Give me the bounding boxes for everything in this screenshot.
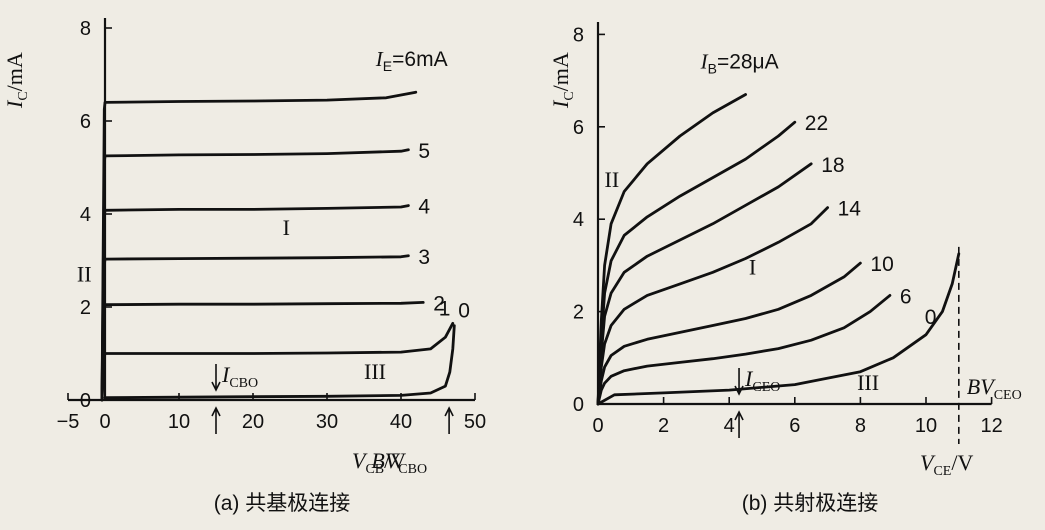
region-label-III: III	[857, 370, 879, 395]
x-tick-label: 10	[168, 411, 190, 433]
y-tick-label: 2	[573, 302, 584, 324]
x-tick-label: 12	[980, 415, 1002, 437]
x-tick-label: 30	[316, 411, 338, 433]
series-label: 22	[805, 112, 828, 135]
series-label: 2	[433, 292, 445, 315]
series-label: 3	[418, 246, 430, 269]
x-tick-label: 10	[915, 415, 937, 437]
x-tick-label: 50	[464, 411, 486, 433]
series-curve-4	[596, 261, 862, 406]
series-label: 10	[870, 253, 893, 276]
x-tick-label: −5	[57, 411, 80, 433]
series-curve-0	[100, 90, 418, 402]
series-curve-6	[596, 252, 961, 406]
x-tick-label: 20	[242, 411, 264, 433]
y-tick-label: 0	[573, 394, 584, 416]
series-curve-1	[596, 120, 797, 406]
breakdown-voltage-label: BVCBO	[371, 448, 427, 477]
series-label: 0	[925, 306, 937, 329]
x-tick-label: 0	[99, 411, 110, 433]
series-curve-4	[100, 301, 425, 402]
panel-caption: (a) 共基极连接	[214, 492, 351, 515]
series-curve-3	[596, 206, 829, 406]
series-curve-1	[100, 148, 410, 402]
y-tick-label: 6	[573, 117, 584, 139]
y-tick-label: 4	[573, 209, 584, 231]
region-label-III: III	[364, 359, 386, 384]
series-label: 4	[418, 196, 430, 219]
x-tick-label: 8	[855, 415, 866, 437]
series-label: 1	[439, 297, 451, 320]
chart-panel-common-emitter: 0 2 4 6 8 0 2 4 6 8 10 12 IC/mA VCE/V (b) 共射极连接 IB=28μA…	[548, 22, 1022, 515]
x-tick-label: 6	[789, 415, 800, 437]
y-tick-label: 0	[80, 390, 91, 412]
breakdown-arrow	[444, 406, 454, 434]
leakage-arrow-down	[211, 364, 221, 392]
y-axis-label: IC/mA	[2, 52, 31, 109]
series-curve-3	[100, 254, 410, 402]
panel-caption: (b) 共射极连接	[742, 492, 879, 515]
y-axis-label: IC/mA	[548, 52, 577, 109]
x-axis-label: VCE/V	[920, 450, 973, 479]
series-curve-0	[596, 93, 747, 406]
leakage-current-label: ICBO	[221, 362, 258, 391]
x-tick-label: 0	[592, 415, 603, 437]
y-tick-label: 6	[80, 111, 91, 133]
series-label: IE=6mA	[375, 47, 448, 74]
series-curve-6	[103, 324, 456, 400]
region-label-II: II	[77, 261, 92, 286]
y-tick-label: 8	[80, 18, 91, 40]
x-tick-label: 2	[658, 415, 669, 437]
leakage-arrow-up	[211, 406, 221, 434]
leakage-current-label: ICEO	[744, 366, 780, 395]
x-tick-label: 40	[390, 411, 412, 433]
y-tick-label: 2	[80, 297, 91, 319]
y-tick-label: 4	[80, 204, 91, 226]
x-tick-label: 4	[724, 415, 735, 437]
series-label: 14	[838, 198, 862, 221]
series-label: IB=28μA	[700, 49, 779, 76]
region-label-II: II	[605, 167, 620, 192]
series-label: 18	[821, 154, 844, 177]
series-label: 5	[418, 140, 430, 163]
x-axis-label: VCB/V	[352, 448, 406, 477]
series-curve-2	[596, 162, 813, 406]
series-label: 6	[900, 285, 912, 308]
y-tick-label: 8	[573, 24, 584, 46]
breakdown-voltage-label: BVCEO	[967, 374, 1022, 403]
leakage-arrow-down	[734, 368, 744, 396]
leakage-arrow-up	[734, 410, 744, 438]
series-label: 0	[458, 300, 470, 323]
series-curve-5	[596, 294, 892, 406]
region-label-I: I	[283, 215, 290, 240]
region-label-I: I	[749, 255, 756, 280]
series-curve-5	[100, 321, 455, 402]
series-curve-2	[100, 204, 410, 402]
